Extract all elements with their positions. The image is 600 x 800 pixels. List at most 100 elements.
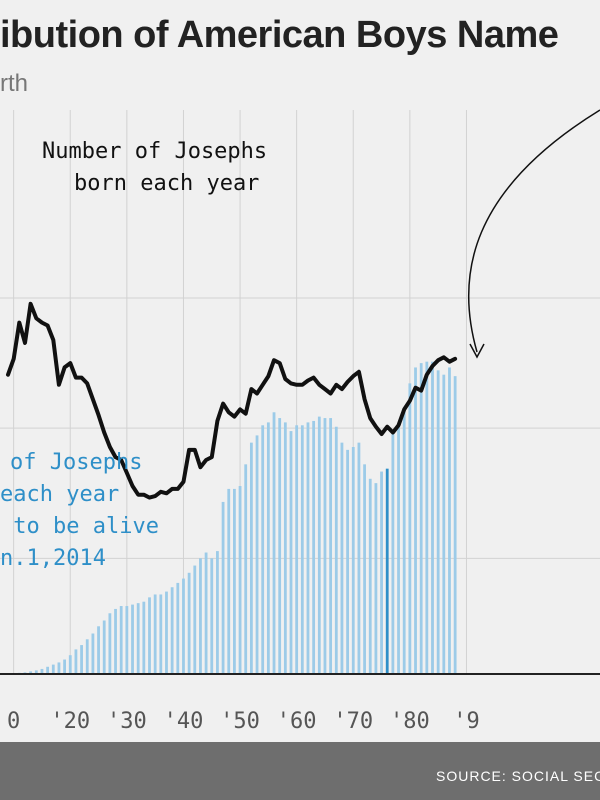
x-tick-label-8: '9 [453,709,480,734]
bar-1923 [85,639,89,674]
bar-1932 [136,603,140,674]
bar-1976 [385,468,389,674]
bar-1977 [391,431,395,674]
bar-1916 [46,666,50,674]
bar-1944 [204,552,208,674]
chart-subtitle: rth [0,70,29,97]
bar-1926 [102,620,106,674]
bar-1961 [300,425,304,674]
bar-1973 [368,478,372,674]
bar-1938 [170,587,174,674]
bar-1954 [261,425,265,674]
bar-1922 [80,645,83,674]
bar-1928 [114,608,117,674]
bar-1945 [210,558,214,674]
bar-1986 [442,374,446,674]
bar-1924 [91,633,95,674]
chart: 0 '20 '30 '40 '50 '60 '70 '80 '9 Number of Josep… [0,109,600,734]
bar-1940 [182,578,185,674]
bar-1969 [346,449,349,674]
line-annotation-1: Number of Josephs [42,139,267,164]
bar-1963 [312,420,316,674]
bar-1925 [97,626,100,674]
bar-1978 [397,425,400,674]
x-tick-label-4: '50 [220,709,260,734]
bar-1987 [448,367,451,674]
pointer-arrow-head [469,343,485,359]
bar-annotation-1: of Josephs [10,450,142,475]
line-series [6,301,458,500]
bar-1972 [363,464,366,674]
bar-1965 [323,418,327,674]
bar-1949 [233,488,236,674]
bar-1914 [34,670,38,674]
bar-1931 [131,604,134,674]
bar-1951 [244,464,248,674]
bar-1934 [148,597,151,674]
bar-1953 [255,435,259,674]
bar-1952 [249,442,253,674]
bar-1957 [278,418,282,674]
bar-1948 [227,488,231,674]
bar-1962 [306,422,310,674]
bar-1917 [51,664,55,674]
x-tick-label-5: '60 [277,709,317,734]
bar-1933 [142,601,146,674]
bar-1919 [63,659,66,674]
bar-1956 [272,412,276,674]
bar-1946 [216,551,219,674]
bar-1935 [153,594,157,674]
bar-1921 [74,649,78,674]
bar-1974 [374,483,378,674]
bar-1929 [119,606,123,674]
x-tick-label-2: '30 [107,709,147,734]
bar-annotation-2: each year [0,482,119,507]
bar-1970 [351,446,355,674]
line-annotation-2: born each year [74,171,259,196]
bar-1968 [340,442,344,674]
bar-1964 [317,416,321,674]
bar-1979 [402,407,406,674]
bar-annotation-4: n.1,2014 [0,546,106,571]
bar-1960 [295,425,299,674]
x-axis-ticks: 0 '20 '30 '40 '50 '60 '70 '80 '9 [7,709,480,734]
bar-1915 [40,668,44,674]
bar-1943 [199,558,202,674]
bar-1939 [176,582,180,674]
bar-1936 [159,594,163,674]
footer-bar [0,742,600,800]
bar-1983 [425,361,429,674]
bar-1930 [125,606,129,674]
source-note: SOURCE: SOCIAL SEC [436,768,600,784]
bar-1988 [453,376,457,674]
bar-1959 [289,431,293,674]
x-tick-label-1: '20 [50,709,90,734]
bar-1984 [431,361,434,674]
pointer-arrow-curve [467,109,600,353]
bar-1981 [414,367,417,674]
bar-1947 [221,501,225,674]
bar-1980 [408,383,412,674]
bar-1967 [334,426,338,674]
bar-1927 [108,613,112,674]
bar-1942 [193,565,197,674]
bar-1966 [329,418,333,674]
bar-1941 [187,572,191,674]
bar-1955 [266,422,270,674]
x-tick-label-6: '70 [333,709,373,734]
bar-series [6,361,457,674]
chart-title: ibution of American Boys Name [0,14,559,56]
bar-1985 [436,370,440,674]
bar-1971 [357,442,361,674]
bar-1975 [380,471,383,674]
bar-1913 [29,671,33,674]
bar-1937 [165,591,168,674]
x-tick-label-7: '80 [390,709,430,734]
bar-1918 [57,662,61,674]
bar-annotation-3: to be alive [0,514,159,539]
x-tick-label-3: '40 [164,709,204,734]
bar-1958 [283,422,287,674]
bar-1920 [68,655,72,674]
x-tick-label-0: 0 [7,709,20,734]
bar-1982 [419,363,423,674]
